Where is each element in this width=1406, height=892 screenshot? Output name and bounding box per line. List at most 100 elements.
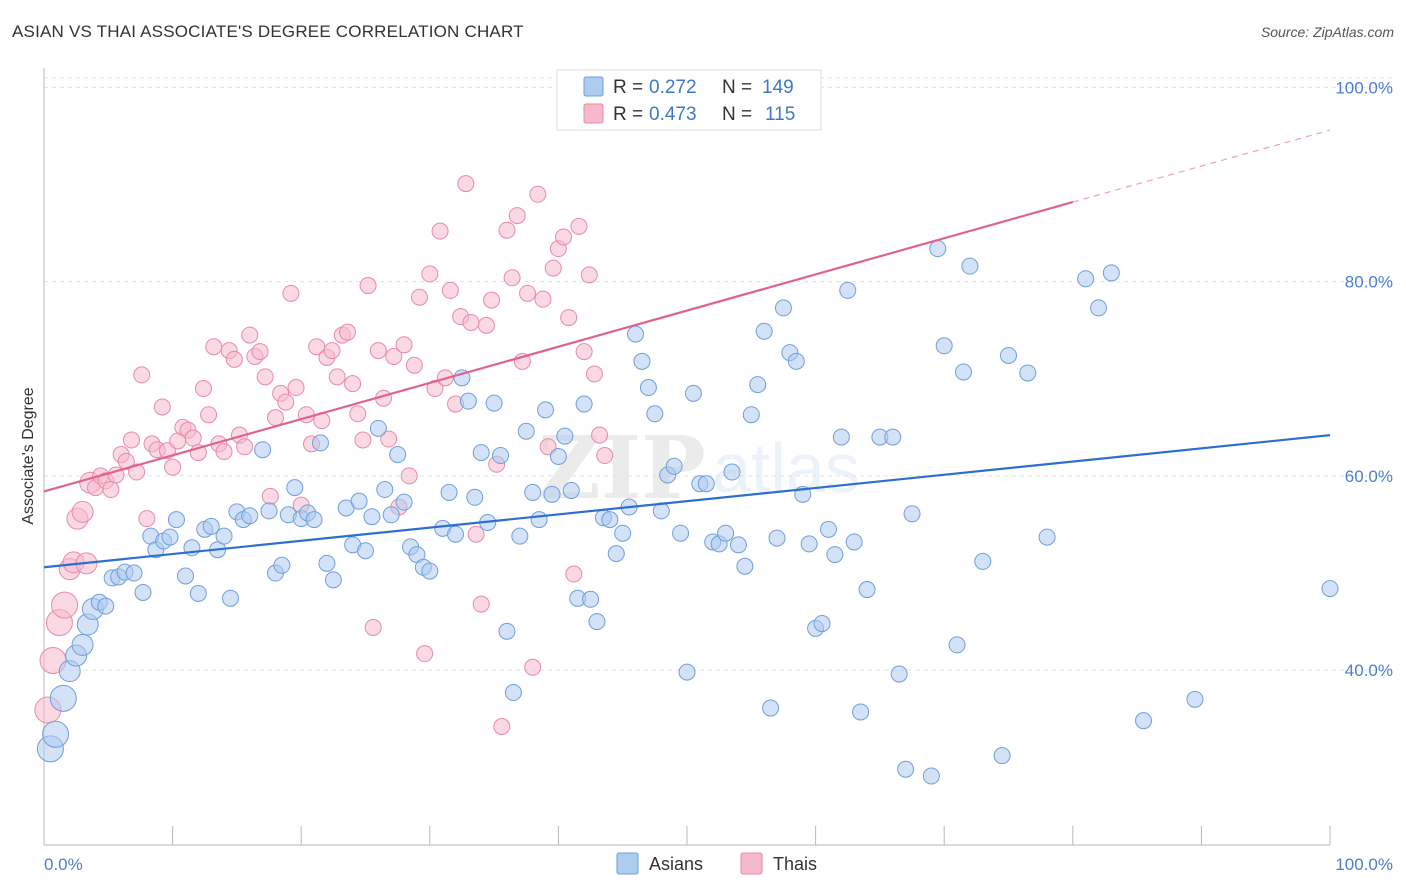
asian-point [241, 507, 259, 525]
asian-point [134, 583, 152, 601]
thai-point [39, 646, 67, 674]
thai-point [503, 269, 521, 287]
thai-point [467, 525, 485, 543]
asian-point [627, 325, 645, 343]
legend-n-label-thais: N = [722, 104, 752, 125]
stats-legend: R = 0.272 N = 149 R = 0.473 N = 115 [556, 69, 822, 131]
asian-point [472, 444, 490, 462]
asian-point [800, 535, 818, 553]
asian-point [389, 446, 407, 464]
asian-point [897, 760, 915, 778]
asian-point [762, 699, 780, 717]
y-axis-label: Associate's Degree [20, 387, 37, 524]
source-label: Source: ZipAtlas.com [1260, 24, 1394, 40]
thai-point [575, 343, 593, 361]
thai-point [524, 658, 542, 676]
asian-point [363, 508, 381, 526]
thai-point [544, 259, 562, 277]
asian-point [357, 542, 374, 560]
legend-swatch-thais [583, 103, 604, 124]
asian-point [421, 562, 439, 580]
asian-point [1102, 264, 1120, 282]
asian-point [1321, 580, 1339, 598]
thai-point [102, 481, 120, 499]
asian-point [884, 428, 902, 446]
asian-point [42, 720, 70, 748]
chart-title: ASIAN VS THAI ASSOCIATE'S DEGREE CORRELA… [12, 22, 524, 41]
asian-point [549, 448, 567, 465]
series-legend-label-asians: Asians [649, 854, 703, 874]
thai-point [385, 347, 403, 365]
thai-point [585, 365, 603, 383]
thai-point [498, 221, 516, 239]
asian-point [498, 622, 516, 640]
asian-point [1077, 270, 1095, 288]
thai-point [287, 379, 305, 397]
thai-point [194, 380, 212, 398]
legend-swatch-asians [583, 76, 604, 97]
asian-point [993, 747, 1011, 765]
asian-point [1038, 528, 1056, 546]
thai-points [34, 175, 614, 736]
asian-point [125, 564, 143, 582]
asian-point [813, 615, 831, 633]
thai-point [153, 398, 171, 416]
thai-point [441, 281, 459, 299]
asian-point [1019, 364, 1037, 382]
thai-point [421, 265, 439, 283]
asian-point [556, 427, 574, 445]
asian-point [845, 533, 863, 551]
series-legend-swatch-asians [616, 852, 639, 875]
thai-point [591, 426, 609, 444]
thai-point [508, 207, 526, 225]
thai-point [472, 595, 490, 613]
x-ticks [43, 826, 1331, 845]
thai-point [380, 430, 398, 448]
thai-point [395, 336, 413, 354]
asian-point [273, 556, 291, 574]
asian-point [369, 419, 387, 437]
asian-point [504, 684, 522, 702]
asian-point [311, 434, 329, 452]
thai-point [205, 338, 223, 356]
thai-point [596, 447, 614, 465]
asian-point [215, 527, 233, 545]
asian-point [948, 636, 966, 654]
thai-point [411, 288, 429, 306]
series-legend-label-thais: Thais [773, 854, 817, 874]
asian-point [466, 488, 484, 506]
asian-point [305, 511, 323, 529]
asian-point [562, 481, 580, 499]
thai-point [338, 323, 356, 341]
y-tick-label: 60.0% [1345, 467, 1393, 486]
asian-point [588, 613, 606, 631]
asian-point [1000, 346, 1017, 364]
thai-point [416, 645, 434, 663]
thai-point [215, 443, 233, 461]
y-tick-label: 40.0% [1345, 661, 1393, 680]
asian-point [176, 567, 194, 585]
asian-point [517, 422, 535, 440]
series-legend: Asians Thais [616, 852, 817, 875]
asian-point [447, 525, 465, 543]
asian-point [961, 257, 979, 275]
asian-point [318, 554, 336, 572]
thai-trend-extension [1072, 129, 1331, 203]
y-tick-label: 100.0% [1335, 78, 1393, 97]
asian-trend-line [43, 434, 1331, 569]
asian-point [601, 511, 619, 529]
asian-point [672, 524, 690, 542]
legend-r-value-thais: 0.473 [649, 104, 697, 125]
asian-point [755, 322, 773, 340]
thai-point [282, 284, 300, 302]
asian-point [646, 405, 664, 423]
asian-point [161, 528, 179, 546]
thai-point [519, 284, 537, 302]
thai-point [200, 406, 218, 424]
asian-point [890, 665, 908, 683]
thai-point [251, 343, 269, 361]
watermark: ZIP atlas [538, 418, 860, 519]
thai-point [560, 309, 578, 327]
asian-point [639, 379, 657, 397]
asian-point [167, 511, 185, 529]
